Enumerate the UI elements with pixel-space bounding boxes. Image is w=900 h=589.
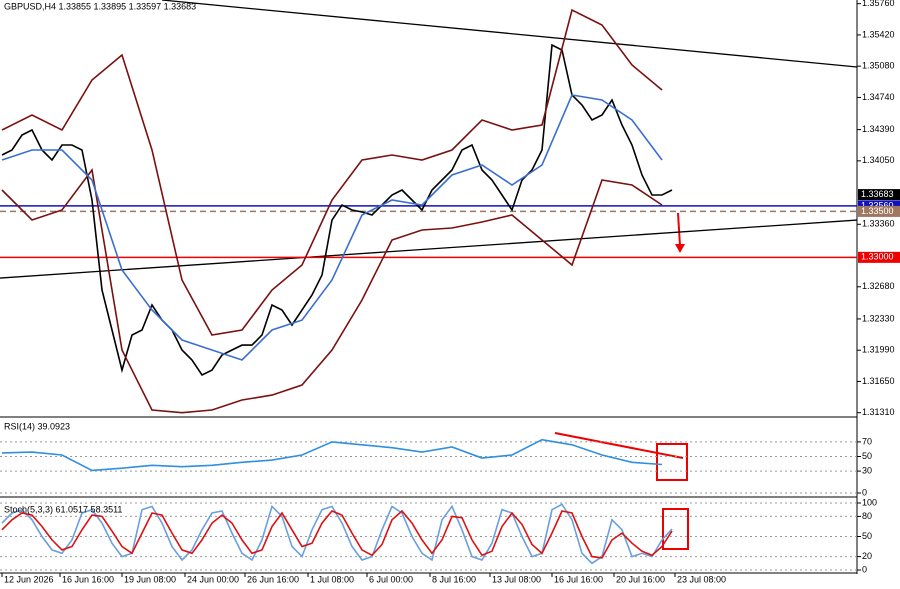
current-price-label: 1.33683 xyxy=(861,189,894,199)
series-line xyxy=(1,509,673,559)
x-tick-label: 12 Jun 2026 xyxy=(4,574,54,584)
panel-title: Stoch(5,3,3) 61.0517 58.3511 xyxy=(4,504,122,514)
y-tick-label: 1.33360 xyxy=(862,219,895,229)
series-line xyxy=(1,168,663,414)
x-tick-label: 24 Jun 00:00 xyxy=(187,574,239,584)
series-line xyxy=(1,94,663,361)
x-tick-label: 1 Jul 08:00 xyxy=(310,574,354,584)
y-tick-label: 1.35760 xyxy=(862,0,895,8)
series-line xyxy=(1,43,673,377)
x-tick-label: 13 Jul 08:00 xyxy=(492,574,541,584)
level-label-box xyxy=(858,251,900,263)
y-tick-label: 1.34740 xyxy=(862,92,895,102)
y-tick-label: 100 xyxy=(862,497,877,507)
level-label-box xyxy=(858,200,900,212)
y-tick-label: 0 xyxy=(862,564,867,574)
y-tick-label: 1.31650 xyxy=(862,376,895,386)
trendline xyxy=(0,219,858,279)
y-tick-label: 70 xyxy=(862,436,872,446)
y-tick-label: 1.34390 xyxy=(862,124,895,134)
y-tick-label: 50 xyxy=(862,451,872,461)
arrow xyxy=(677,212,681,247)
x-tick-label: 6 Jul 00:00 xyxy=(369,574,413,584)
series-line xyxy=(1,438,663,472)
series-line xyxy=(1,8,663,336)
level-label: 1.33000 xyxy=(861,252,894,262)
x-tick-label: 19 Jun 08:00 xyxy=(124,574,176,584)
y-tick-label: 1.32680 xyxy=(862,281,895,291)
y-tick-label: 0 xyxy=(862,487,867,497)
level-label: 1.33500 xyxy=(861,206,894,216)
y-tick-label: 1.32330 xyxy=(862,313,895,323)
x-tick-label: 26 Jun 16:00 xyxy=(247,574,299,584)
y-tick-label: 80 xyxy=(862,511,872,521)
rsi-trend xyxy=(554,432,684,459)
highlight-box xyxy=(662,508,689,550)
x-tick-label: 20 Jul 16:00 xyxy=(616,574,665,584)
panel-title: GBPUSD,H4 1.33855 1.33895 1.33597 1.3368… xyxy=(4,1,196,11)
y-tick-label: 50 xyxy=(862,531,872,541)
level-label: 1.33560 xyxy=(861,200,894,210)
y-tick-label: 1.35080 xyxy=(862,61,895,71)
x-tick-label: 16 Jun 16:00 xyxy=(62,574,114,584)
highlight-box xyxy=(656,443,688,481)
trendline xyxy=(161,0,858,68)
y-tick-label: 20 xyxy=(862,551,872,561)
x-tick-label: 8 Jul 16:00 xyxy=(432,574,476,584)
y-tick-label: 30 xyxy=(862,465,872,475)
x-tick-label: 23 Jul 08:00 xyxy=(677,574,726,584)
x-tick-label: 16 Jul 16:00 xyxy=(554,574,603,584)
y-tick-label: 1.35420 xyxy=(862,29,895,39)
arrow-head xyxy=(675,244,685,253)
panel-title: RSI(14) 39.0923 xyxy=(4,421,70,431)
y-tick-label: 1.31310 xyxy=(862,407,895,417)
annotations xyxy=(554,212,689,550)
level-label-box xyxy=(858,205,900,217)
y-tick-label: 1.34050 xyxy=(862,155,895,165)
series-line xyxy=(1,503,673,565)
current-price-box xyxy=(858,189,900,201)
y-tick-label: 1.31990 xyxy=(862,345,895,355)
